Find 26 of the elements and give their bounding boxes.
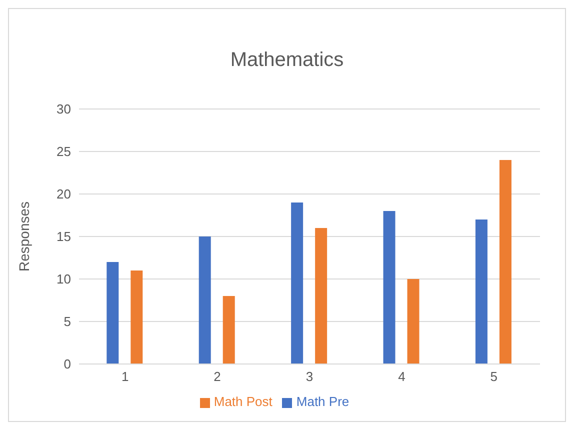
bar [106, 262, 119, 364]
bar [222, 296, 235, 364]
y-tick-label: 20 [56, 186, 71, 202]
bar [315, 228, 328, 364]
y-tick-label: 30 [56, 102, 71, 117]
chart-title: Mathematics [229, 48, 345, 73]
y-axis-title: Responses [16, 201, 32, 272]
bar [499, 160, 512, 364]
y-tick-label: 10 [56, 272, 71, 287]
bar [383, 211, 396, 364]
bar [198, 236, 211, 364]
y-tick-label: 5 [64, 314, 71, 330]
bar [475, 220, 488, 364]
x-tick-label: 2 [214, 369, 221, 384]
legend-label: Math Pre [296, 394, 350, 409]
x-tick-label: 3 [306, 369, 314, 384]
bar [130, 270, 143, 364]
x-tick-label: 4 [398, 369, 406, 384]
bar [291, 202, 304, 364]
x-tick-label: 5 [490, 369, 498, 384]
legend-label: Math Post [214, 394, 272, 409]
bar [407, 279, 420, 364]
y-tick-label: 25 [56, 144, 71, 160]
y-tick-label: 15 [56, 229, 71, 244]
x-tick-label: 1 [121, 369, 129, 384]
y-tick-label: 0 [64, 356, 71, 372]
